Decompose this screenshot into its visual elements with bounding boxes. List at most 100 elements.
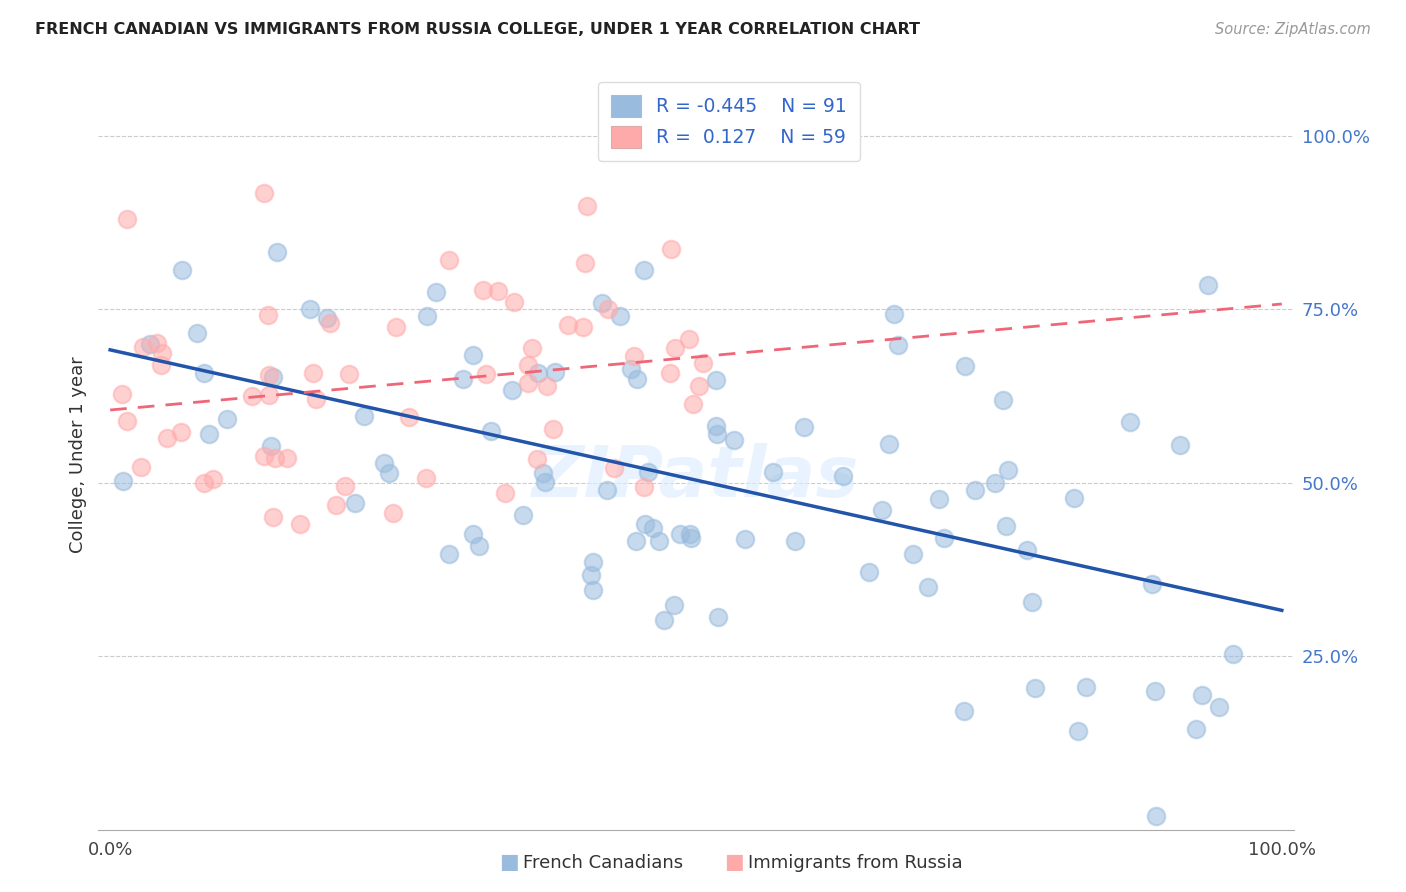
Point bbox=[276, 450, 298, 465]
Point bbox=[596, 301, 619, 316]
Point bbox=[793, 420, 815, 434]
Point bbox=[1185, 723, 1208, 737]
Point bbox=[1168, 438, 1191, 452]
Point bbox=[503, 295, 526, 310]
Point bbox=[262, 509, 284, 524]
Point bbox=[831, 468, 853, 483]
Point bbox=[1197, 278, 1219, 293]
Point bbox=[517, 358, 540, 372]
Point bbox=[439, 547, 461, 561]
Point bbox=[439, 253, 461, 268]
Point bbox=[682, 397, 704, 411]
Point bbox=[659, 242, 682, 256]
Point bbox=[305, 392, 328, 406]
Point bbox=[544, 365, 567, 379]
Point bbox=[1067, 724, 1090, 739]
Point bbox=[1074, 680, 1097, 694]
Point bbox=[416, 309, 439, 323]
Point bbox=[152, 346, 174, 360]
Point bbox=[139, 337, 162, 351]
Point bbox=[520, 341, 543, 355]
Point bbox=[626, 372, 648, 386]
Point bbox=[318, 316, 340, 330]
Point bbox=[692, 356, 714, 370]
Point bbox=[132, 340, 155, 354]
Point bbox=[623, 349, 645, 363]
Point bbox=[557, 318, 579, 333]
Point bbox=[1024, 681, 1046, 695]
Point bbox=[512, 508, 534, 523]
Point bbox=[149, 358, 172, 372]
Point bbox=[637, 465, 659, 479]
Point bbox=[654, 613, 676, 627]
Point bbox=[858, 565, 880, 579]
Point bbox=[536, 379, 558, 393]
Point bbox=[1144, 808, 1167, 822]
Point bbox=[343, 496, 366, 510]
Point bbox=[668, 527, 690, 541]
Point bbox=[156, 431, 179, 445]
Point bbox=[193, 366, 215, 380]
Text: ZIPatlas: ZIPatlas bbox=[533, 443, 859, 512]
Point bbox=[111, 387, 134, 401]
Point bbox=[1119, 415, 1142, 429]
Point bbox=[526, 366, 548, 380]
Point bbox=[461, 348, 484, 362]
Text: FRENCH CANADIAN VS IMMIGRANTS FROM RUSSIA COLLEGE, UNDER 1 YEAR CORRELATION CHAR: FRENCH CANADIAN VS IMMIGRANTS FROM RUSSI… bbox=[35, 22, 920, 37]
Point bbox=[595, 483, 617, 497]
Point bbox=[325, 498, 347, 512]
Point bbox=[262, 370, 284, 384]
Point bbox=[129, 460, 152, 475]
Point bbox=[197, 427, 219, 442]
Point bbox=[582, 555, 605, 569]
Point bbox=[664, 341, 686, 355]
Point bbox=[486, 284, 509, 298]
Point bbox=[257, 309, 280, 323]
Point bbox=[253, 186, 276, 200]
Point bbox=[624, 534, 647, 549]
Point bbox=[953, 704, 976, 718]
Point bbox=[381, 506, 404, 520]
Point bbox=[688, 379, 710, 393]
Point bbox=[337, 367, 360, 381]
Point bbox=[620, 362, 643, 376]
Point bbox=[353, 409, 375, 423]
Point bbox=[543, 422, 565, 436]
Point bbox=[1015, 542, 1038, 557]
Point bbox=[475, 367, 498, 381]
Point bbox=[572, 319, 595, 334]
Point bbox=[603, 461, 626, 475]
Point bbox=[117, 414, 139, 428]
Point bbox=[678, 332, 700, 346]
Point bbox=[707, 610, 730, 624]
Point bbox=[479, 424, 502, 438]
Point bbox=[997, 463, 1019, 477]
Point bbox=[378, 466, 401, 480]
Point bbox=[591, 295, 613, 310]
Point bbox=[762, 465, 785, 479]
Y-axis label: College, Under 1 year: College, Under 1 year bbox=[69, 357, 87, 553]
Point bbox=[574, 256, 596, 270]
Point bbox=[259, 387, 281, 401]
Point bbox=[215, 412, 238, 426]
Point bbox=[201, 472, 224, 486]
Point bbox=[609, 309, 631, 323]
Point bbox=[1222, 648, 1244, 662]
Point bbox=[706, 427, 728, 442]
Point bbox=[1140, 577, 1163, 591]
Point bbox=[146, 335, 169, 350]
Point bbox=[531, 466, 554, 480]
Point bbox=[517, 376, 540, 391]
Point bbox=[877, 437, 900, 451]
Point bbox=[1191, 689, 1213, 703]
Point bbox=[1063, 491, 1085, 505]
Point bbox=[373, 456, 395, 470]
Point bbox=[461, 527, 484, 541]
Point bbox=[643, 521, 665, 535]
Point bbox=[1021, 595, 1043, 609]
Point bbox=[928, 491, 950, 506]
Point bbox=[257, 368, 280, 382]
Legend: R = -0.445    N = 91, R =  0.127    N = 59: R = -0.445 N = 91, R = 0.127 N = 59 bbox=[598, 82, 860, 161]
Point bbox=[984, 475, 1007, 490]
Point bbox=[472, 284, 495, 298]
